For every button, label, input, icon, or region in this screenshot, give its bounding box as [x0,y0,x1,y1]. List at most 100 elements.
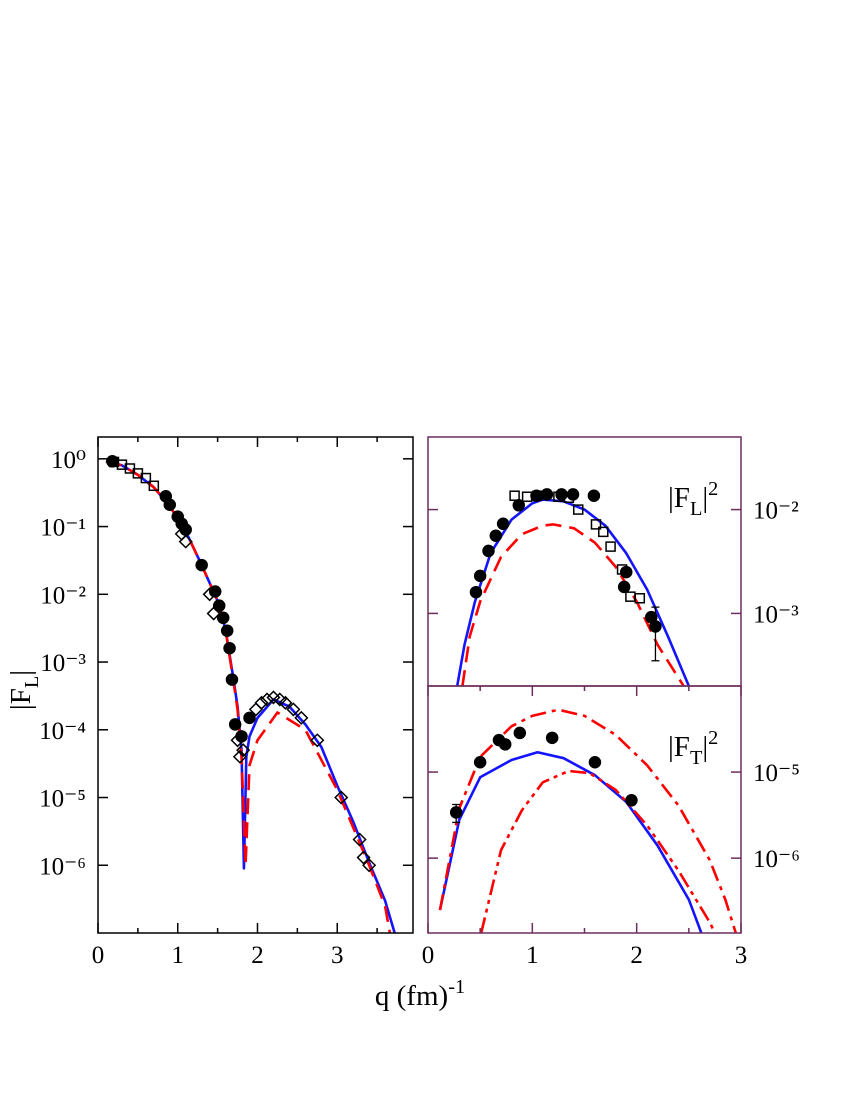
annotation-end: | [702,482,708,514]
data-point [208,585,222,598]
y-tick-label: 10⁰ [51,447,86,474]
data-point [235,730,248,743]
data-point [206,606,221,621]
data-point [106,455,119,468]
x-tick-label: 2 [251,942,264,969]
annotation-sub: T [690,747,703,769]
x-tick-label: 2 [630,942,643,969]
data-point [513,726,527,740]
y-tick-label: 10⁻⁴ [39,718,86,745]
data-point [555,488,568,501]
data-point [278,695,293,710]
curve [461,523,685,686]
data-point [178,534,193,549]
y-tick-label: 10⁻² [753,498,799,525]
data-point [605,541,616,552]
annotation: |FL|2 [668,478,718,520]
data-point [509,490,520,501]
data-point [473,569,487,583]
data-point [310,733,325,748]
data-point [530,489,543,502]
y-axis-label: |FL| [5,670,43,710]
curve [438,750,703,933]
data-point [449,806,463,819]
x-axis-label-text: q (fm [375,980,439,1012]
data-point [228,718,242,731]
x-axis-label-sup: -1 [448,976,465,998]
data-point [649,620,662,633]
y-tick-label: 10⁻⁵ [753,760,800,787]
y-axis-label-sub: L [21,676,43,688]
data-point [625,794,638,807]
y-axis-label-end: | [5,670,37,676]
data-point [619,565,633,579]
x-tick-label: 3 [735,942,748,969]
data-point [179,523,192,536]
plot-area [438,708,738,933]
data-point [223,641,236,655]
data-point [572,504,584,515]
annotation: |FT|2 [668,727,718,769]
data-point [243,711,256,725]
y-tick-label: 10⁻⁶ [753,846,800,873]
data-point [634,592,646,604]
annotation-end: | [702,731,708,763]
data-point [260,692,275,707]
data-point [212,599,226,612]
data-point [469,585,483,599]
frame [97,436,414,934]
data-point [195,558,208,572]
y-tick-label: 10⁻⁶ [39,853,86,880]
data-point [588,756,602,769]
y-tick-label: 10⁻² [40,582,86,609]
data-point [356,850,371,865]
curve [438,708,738,933]
data-point [566,488,580,501]
data-point [473,756,487,769]
data-point [230,733,245,748]
data-point [512,499,526,512]
y-axis-label-text: |F [5,688,37,710]
data-point [489,529,503,542]
y-tick-label: 10⁻³ [753,601,799,628]
annotation-sup: 2 [708,478,718,500]
data-point [598,526,609,538]
annotation-sub: L [690,498,702,520]
data-point [540,488,554,501]
y-tick-label: 10⁻¹ [40,515,86,542]
annotation-sup: 2 [708,727,718,749]
data-point [202,587,217,602]
data-point [545,731,559,745]
data-point [254,695,269,710]
data-point [286,702,301,717]
y-tick-label: 10⁻⁵ [39,786,86,813]
data-point [334,790,349,805]
data-point [294,710,309,725]
data-point [587,489,601,502]
data-point [220,624,234,637]
data-point [362,858,377,873]
annotation-text: |F [668,731,690,763]
annotation-text: |F [668,482,690,514]
data-point [140,472,152,484]
data-point [496,517,510,531]
x-tick-label: 1 [526,942,539,969]
data-point [617,580,631,594]
x-tick-label: 0 [92,942,105,969]
data-point [482,544,495,558]
data-point [590,519,602,530]
x-axis-label-end: ) [439,980,449,1012]
x-axis-label: q (fm)-1 [375,976,465,1012]
data-point [236,743,251,758]
curve [105,460,392,933]
y-tick-label: 10⁻³ [40,650,86,677]
x-tick-label: 1 [171,942,184,969]
data-point [498,738,512,751]
data-point [352,832,367,847]
frame [427,685,742,934]
x-tick-label: 0 [422,942,435,969]
data-point [148,480,160,492]
data-point [216,611,230,625]
